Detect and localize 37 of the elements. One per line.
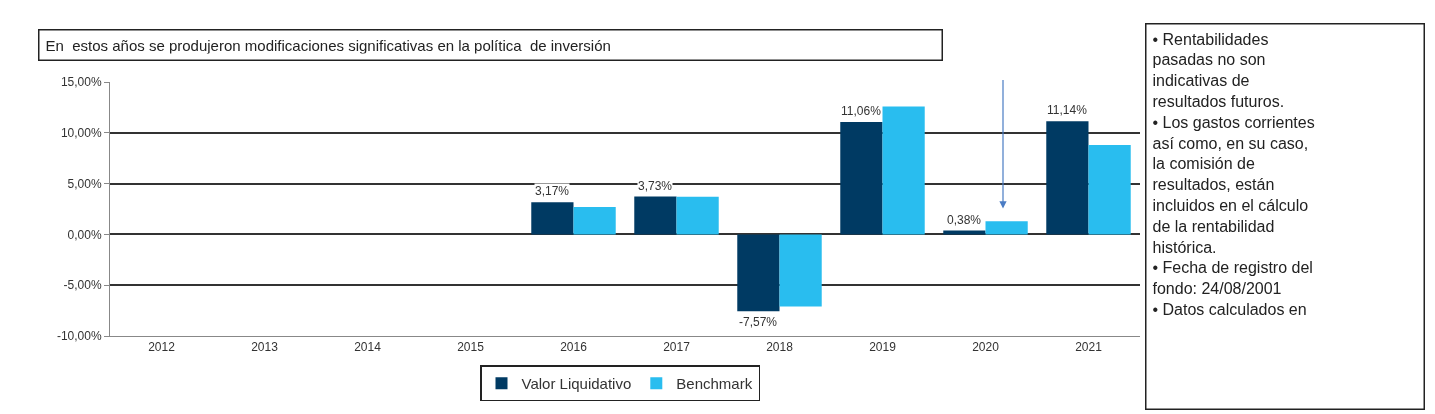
- y-tick-label: -10,00%: [56, 329, 102, 344]
- bar: [634, 196, 677, 235]
- x-tick-label: 2017: [663, 340, 691, 355]
- chart-title: En estos años se produjeron modificaciones significativas en la política de inversión: [45, 36, 611, 54]
- bar: [985, 221, 1028, 235]
- x-tick-label: 2012: [148, 340, 176, 355]
- x-tick-label: 2015: [457, 340, 485, 355]
- bar: [676, 196, 719, 235]
- x-tick-label: 2018: [766, 340, 794, 355]
- data-label: 11,06%: [841, 104, 882, 118]
- x-tick-label: 2013: [251, 340, 279, 355]
- y-tick-label: 5,00%: [67, 176, 102, 191]
- bar: [882, 106, 925, 235]
- bar: [1088, 144, 1131, 235]
- data-label: -7,57%: [739, 315, 778, 329]
- x-tick-label: 2020: [972, 340, 1000, 355]
- x-tick-label: 2021: [1075, 340, 1103, 355]
- x-tick-label: 2016: [560, 340, 588, 355]
- data-label: 3,17%: [535, 184, 570, 198]
- data-label: 11,14%: [1047, 103, 1088, 117]
- legend-label: Benchmark: [676, 375, 753, 393]
- bar: [1046, 121, 1089, 235]
- bar: [573, 206, 616, 235]
- y-tick-label: 15,00%: [60, 75, 102, 90]
- legend-label: Valor Liquidativo: [521, 375, 632, 393]
- x-tick-label: 2014: [354, 340, 382, 355]
- bar: [840, 122, 883, 235]
- data-label: 0,38%: [947, 213, 982, 227]
- x-tick-label: 2019: [869, 340, 897, 355]
- bar: [779, 234, 822, 307]
- text: • Rentabilidades pasadas no son indicativas de resultados futuros. • Los gastos corrientes así como, en su caso, la comisión de resultados, están incluidos en el cálculo de la rentabilidad histórica. • Fecha de registro del fondo: 24/08/2001 • Datos calculados en: [1152, 30, 1315, 318]
- y-tick-label: 10,00%: [60, 126, 102, 140]
- y-tick-label: -5,00%: [63, 278, 102, 293]
- bar: [531, 202, 574, 235]
- data-label: 3,73%: [638, 179, 673, 193]
- y-tick-label: 0,00%: [67, 227, 102, 242]
- bar: [737, 234, 780, 312]
